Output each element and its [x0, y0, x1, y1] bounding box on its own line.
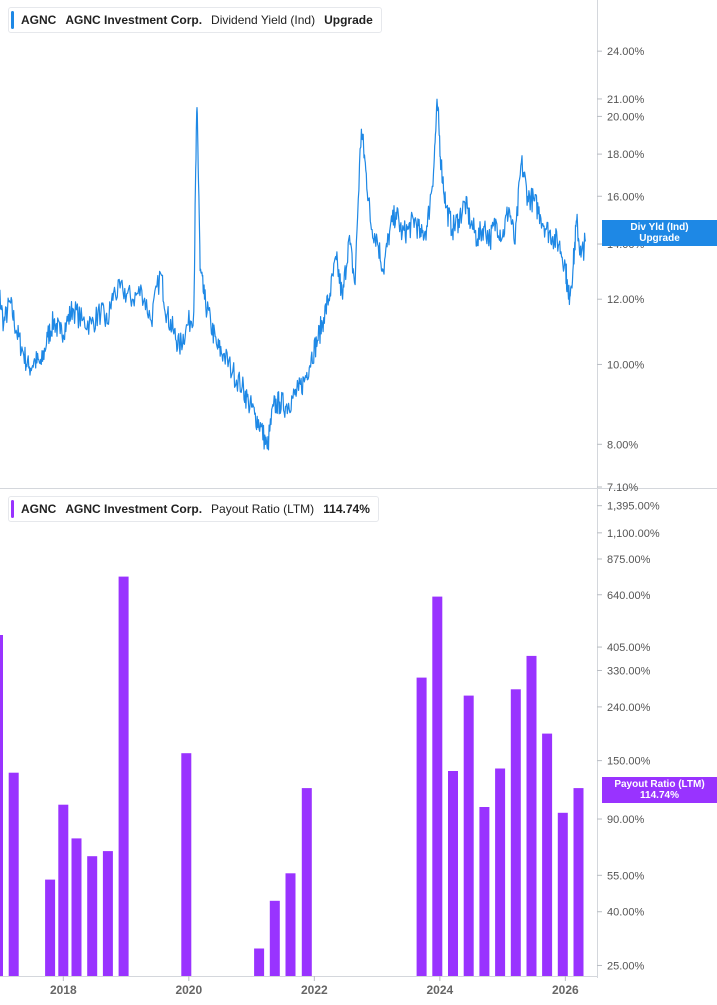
y-tick-label: 25.00% — [607, 960, 645, 972]
payout-ratio-bar — [87, 856, 98, 976]
x-tick-label: 2018 — [50, 983, 77, 997]
x-tick-label: 2024 — [426, 983, 453, 997]
dividend-yield-line — [0, 98, 586, 451]
payout-ratio-bar — [448, 771, 458, 976]
y-tick-label: 90.00% — [607, 814, 645, 826]
payout-ratio-bar — [301, 788, 312, 976]
legend-ticker: AGNC — [21, 502, 57, 516]
payout-ratio-bar — [269, 900, 280, 976]
y-tick-label: 16.00% — [607, 191, 645, 203]
payout-ratio-value-tag: Payout Ratio (LTM) 114.74% — [602, 777, 717, 803]
payout-ratio-bar — [0, 635, 3, 976]
payout-ratio-bar — [45, 879, 56, 976]
y-tick-label: 55.00% — [607, 870, 645, 882]
payout-ratio-bar — [573, 788, 584, 976]
y-tick-label: 7.10% — [607, 482, 638, 494]
y-tick-label: 24.00% — [607, 46, 645, 58]
payout-ratio-bar — [254, 948, 265, 976]
y-tick-label: 20.00% — [607, 111, 645, 123]
payout-ratio-bar — [118, 576, 129, 976]
legend-value: 114.74% — [323, 502, 370, 516]
dividend-yield-value-tag: Div Yld (Ind) Upgrade — [602, 220, 717, 246]
tag-value: Upgrade — [639, 233, 680, 244]
legend-metric: Dividend Yield (Ind) — [211, 13, 316, 27]
payout-ratio-bar — [8, 772, 19, 976]
y-tick-label: 10.00% — [607, 359, 645, 371]
legend-ticker: AGNC — [21, 13, 57, 27]
x-tick-label: 2020 — [175, 983, 202, 997]
payout-ratio-bar — [58, 804, 69, 976]
payout-ratio-bar — [542, 733, 553, 976]
dividend-yield-legend[interactable]: AGNC AGNC Investment Corp. Dividend Yiel… — [8, 7, 382, 33]
payout-ratio-bar — [510, 689, 521, 976]
y-tick-label: 8.00% — [607, 439, 638, 451]
payout-ratio-bar — [416, 677, 427, 976]
y-tick-label: 1,395.00% — [607, 501, 660, 513]
legend-company: AGNC Investment Corp. — [65, 502, 203, 516]
payout-ratio-bar — [102, 851, 113, 976]
y-tick-label: 330.00% — [607, 665, 651, 677]
payout-ratio-bar — [285, 873, 296, 976]
legend-upgrade-link[interactable]: Upgrade — [324, 13, 373, 27]
payout-ratio-bar — [526, 655, 537, 976]
y-tick-label: 875.00% — [607, 554, 651, 566]
y-tick-label: 21.00% — [607, 94, 645, 106]
y-tick-label: 40.00% — [607, 907, 645, 919]
payout-ratio-bar — [181, 753, 192, 976]
y-tick-label: 12.00% — [607, 294, 645, 306]
payout-ratio-swatch — [11, 500, 14, 518]
payout-ratio-bar — [432, 596, 443, 976]
y-tick-label: 1,100.00% — [607, 528, 660, 540]
tag-value: 114.74% — [640, 790, 679, 801]
payout-ratio-bar — [557, 812, 568, 976]
payout-ratio-bar — [495, 768, 506, 976]
dividend-yield-swatch — [11, 11, 14, 29]
payout-ratio-plot — [0, 576, 584, 976]
payout-ratio-legend[interactable]: AGNC AGNC Investment Corp. Payout Ratio … — [8, 496, 379, 522]
tag-label: Div Yld (Ind) — [630, 222, 689, 233]
y-tick-label: 18.00% — [607, 149, 645, 161]
payout-ratio-bar — [463, 695, 474, 976]
dividend-yield-plot — [0, 98, 586, 451]
tag-label: Payout Ratio (LTM) — [614, 779, 705, 790]
payout-ratio-bar — [71, 838, 82, 976]
y-tick-label: 240.00% — [607, 702, 651, 714]
y-tick-label: 405.00% — [607, 642, 651, 654]
x-tick-label: 2026 — [552, 983, 579, 997]
legend-company: AGNC Investment Corp. — [65, 13, 203, 27]
y-tick-label: 150.00% — [607, 756, 651, 768]
x-tick-label: 2022 — [301, 983, 328, 997]
payout-ratio-bar — [479, 807, 490, 976]
y-tick-label: 640.00% — [607, 590, 651, 602]
legend-metric: Payout Ratio (LTM) — [211, 502, 315, 516]
